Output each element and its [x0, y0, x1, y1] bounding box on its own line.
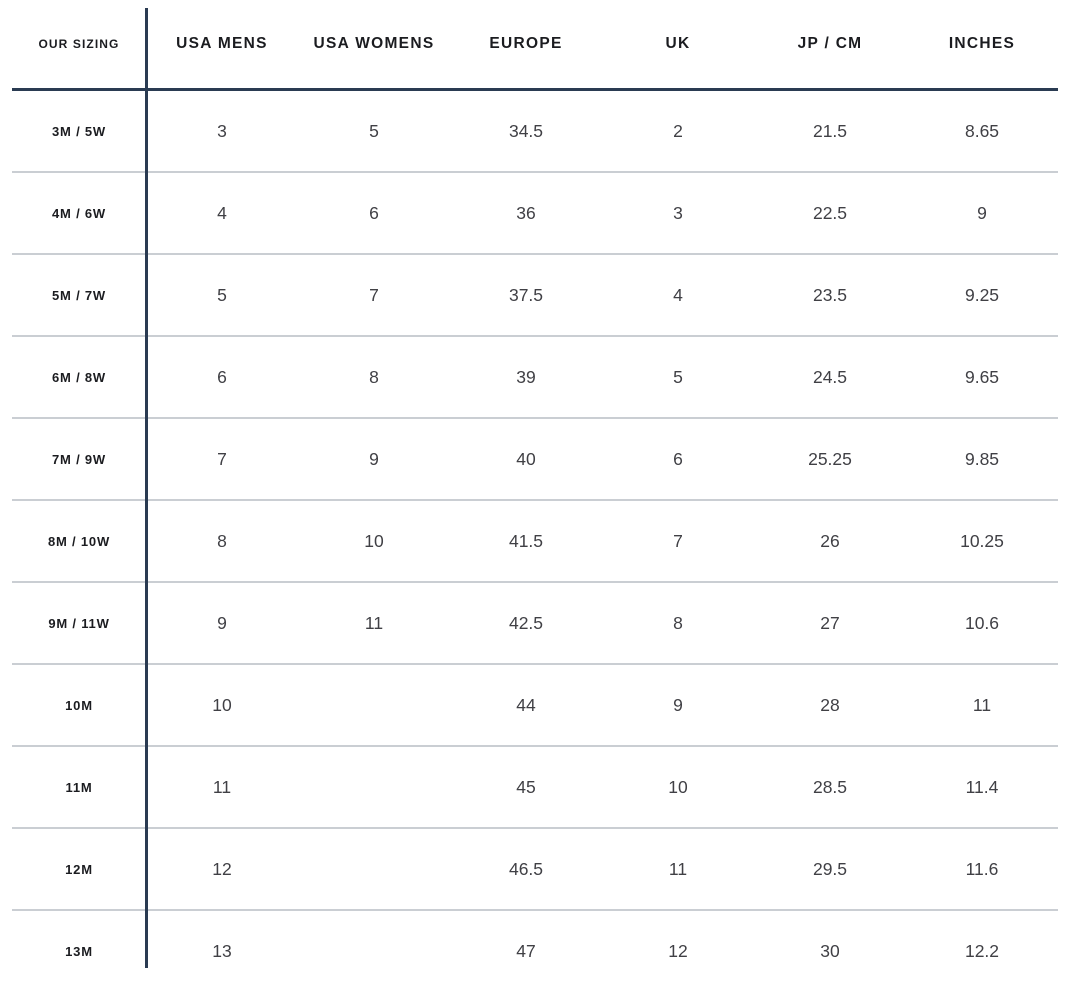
row-label: 7M / 9W — [52, 451, 106, 467]
size-value: 6 — [369, 202, 379, 223]
size-value: 45 — [516, 776, 536, 797]
row-label: 13M — [65, 943, 93, 959]
size-value: 11.4 — [965, 776, 999, 797]
size-value: 11 — [212, 776, 232, 797]
size-value: 12 — [212, 858, 232, 879]
size-value: 3 — [217, 120, 227, 141]
table-row: 13M 13 47 12 30 12.2 — [12, 911, 1058, 991]
size-value: 5 — [369, 120, 379, 141]
size-value: 37.5 — [508, 284, 544, 305]
row-label: 5M / 7W — [52, 287, 106, 303]
size-value: 30 — [820, 940, 840, 961]
size-value: 28 — [820, 694, 840, 715]
size-value: 11 — [972, 694, 992, 715]
size-value: 10 — [212, 694, 232, 715]
size-value: 12.2 — [964, 940, 1000, 961]
size-value: 12 — [668, 940, 688, 961]
size-value: 10.25 — [960, 530, 1004, 551]
size-value: 11 — [668, 858, 688, 879]
row-label: 6M / 8W — [52, 369, 106, 385]
size-value: 8.65 — [964, 120, 1000, 141]
size-value: 7 — [673, 530, 683, 551]
size-value: 46.5 — [508, 858, 544, 879]
size-value: 9 — [217, 612, 227, 633]
size-value: 9 — [369, 448, 379, 469]
size-value: 3 — [673, 202, 683, 223]
table-row: 10M 10 44 9 28 11 — [12, 665, 1058, 747]
column-header-our-sizing: OUR SIZING — [38, 37, 120, 51]
size-value: 29.5 — [812, 858, 848, 879]
size-value: 22.5 — [812, 202, 848, 223]
size-value: 26 — [820, 530, 840, 551]
size-value: 5 — [673, 366, 683, 387]
row-label: 10M — [65, 697, 93, 713]
column-header-europe: EUROPE — [489, 35, 563, 52]
table-row: 7M / 9W 7 9 40 6 25.25 9.85 — [12, 419, 1058, 501]
size-value: 10.6 — [964, 612, 1000, 633]
column-divider-line — [145, 8, 148, 968]
table-row: 8M / 10W 8 10 41.5 7 26 10.25 — [12, 501, 1058, 583]
size-value: 9 — [673, 694, 683, 715]
size-value: 28.5 — [812, 776, 848, 797]
size-value: 10 — [668, 776, 688, 797]
size-value: 8 — [217, 530, 227, 551]
row-label: 12M — [65, 861, 93, 877]
size-value: 5 — [217, 284, 227, 305]
table-row: 11M 11 45 10 28.5 11.4 — [12, 747, 1058, 829]
table-body: 3M / 5W 3 5 34.5 2 21.5 8.65 4M / 6W 4 6 36 3 22.5 9 5… — [12, 91, 1058, 991]
column-header-jp-cm: JP / CM — [797, 35, 863, 52]
column-header-usa-mens: USA MENS — [176, 35, 268, 52]
size-value: 7 — [217, 448, 227, 469]
size-value: 21.5 — [812, 120, 848, 141]
size-value: 39 — [516, 366, 536, 387]
table-row: 9M / 11W 9 11 42.5 8 27 10.6 — [12, 583, 1058, 665]
size-value: 10 — [364, 530, 384, 551]
size-value: 6 — [673, 448, 683, 469]
table-row: 12M 12 46.5 11 29.5 11.6 — [12, 829, 1058, 911]
size-value: 40 — [516, 448, 536, 469]
size-value: 4 — [673, 284, 683, 305]
size-value: 13 — [212, 940, 232, 961]
size-value: 47 — [516, 940, 536, 961]
row-label: 3M / 5W — [52, 123, 106, 139]
row-label: 8M / 10W — [47, 533, 111, 549]
size-value: 9.25 — [964, 284, 1000, 305]
row-label: 4M / 6W — [52, 205, 106, 221]
column-header-usa-womens: USA WOMENS — [313, 35, 435, 52]
table-row: 5M / 7W 5 7 37.5 4 23.5 9.25 — [12, 255, 1058, 337]
table-row: 4M / 6W 4 6 36 3 22.5 9 — [12, 173, 1058, 255]
size-value: 9.65 — [964, 366, 1000, 387]
size-value: 25.25 — [808, 448, 852, 469]
column-header-uk: UK — [665, 35, 691, 52]
size-value: 6 — [217, 366, 227, 387]
column-header-inches: INCHES — [948, 35, 1016, 52]
size-chart-table: OUR SIZING USA MENS USA WOMENS EUROPE UK… — [12, 0, 1058, 991]
size-value: 8 — [673, 612, 683, 633]
size-value: 24.5 — [812, 366, 848, 387]
size-value: 11.6 — [965, 858, 999, 879]
size-value: 4 — [217, 202, 227, 223]
row-label: 11M — [65, 779, 93, 795]
size-value: 2 — [673, 120, 683, 141]
size-value: 36 — [516, 202, 536, 223]
size-value: 44 — [516, 694, 536, 715]
table-row: 6M / 8W 6 8 39 5 24.5 9.65 — [12, 337, 1058, 419]
size-value: 9.85 — [964, 448, 1000, 469]
size-value: 11 — [364, 612, 384, 633]
size-value: 23.5 — [812, 284, 848, 305]
size-value: 9 — [977, 202, 987, 223]
size-value: 8 — [369, 366, 379, 387]
size-value: 27 — [820, 612, 840, 633]
size-value: 42.5 — [508, 612, 544, 633]
table-row: 3M / 5W 3 5 34.5 2 21.5 8.65 — [12, 91, 1058, 173]
row-label: 9M / 11W — [48, 615, 110, 631]
table-header-row: OUR SIZING USA MENS USA WOMENS EUROPE UK… — [12, 0, 1058, 91]
size-value: 41.5 — [508, 530, 544, 551]
size-value: 34.5 — [508, 120, 544, 141]
size-value: 7 — [369, 284, 379, 305]
